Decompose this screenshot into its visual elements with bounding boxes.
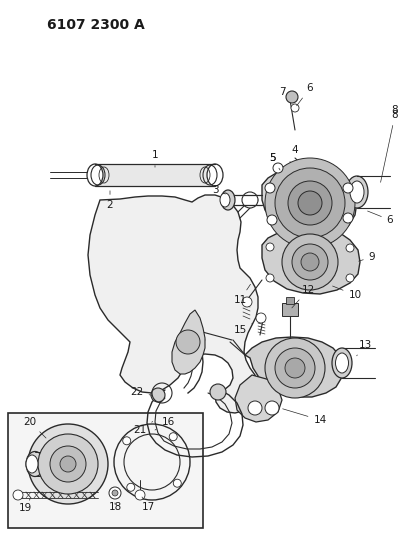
Circle shape <box>264 183 274 193</box>
Polygon shape <box>234 375 281 422</box>
Text: 17: 17 <box>141 497 154 512</box>
Text: 1: 1 <box>151 150 158 167</box>
Circle shape <box>175 330 200 354</box>
Circle shape <box>109 487 121 499</box>
Text: 15: 15 <box>233 324 252 335</box>
Ellipse shape <box>26 451 44 477</box>
Circle shape <box>13 490 23 500</box>
Text: 4: 4 <box>291 145 298 155</box>
Polygon shape <box>172 310 204 374</box>
Circle shape <box>345 244 353 252</box>
Text: 8: 8 <box>391 105 397 115</box>
Text: 16: 16 <box>155 417 174 430</box>
Circle shape <box>290 104 298 112</box>
Circle shape <box>274 168 344 238</box>
Circle shape <box>287 181 331 225</box>
Text: 19: 19 <box>18 499 31 513</box>
Circle shape <box>300 253 318 271</box>
Text: 5: 5 <box>269 153 276 163</box>
Circle shape <box>135 490 145 500</box>
Polygon shape <box>245 337 342 397</box>
Polygon shape <box>88 195 257 413</box>
Circle shape <box>265 243 273 251</box>
Circle shape <box>272 163 282 173</box>
Circle shape <box>209 384 225 400</box>
Bar <box>285 297 293 304</box>
Polygon shape <box>261 167 356 237</box>
Circle shape <box>173 479 181 487</box>
Text: 20: 20 <box>23 417 46 438</box>
Circle shape <box>265 274 273 282</box>
Text: 6: 6 <box>296 83 312 106</box>
Ellipse shape <box>335 353 348 373</box>
Circle shape <box>281 234 337 290</box>
Circle shape <box>264 401 278 415</box>
Text: 22: 22 <box>130 387 152 397</box>
Text: 3: 3 <box>211 185 225 195</box>
Ellipse shape <box>87 164 103 186</box>
Circle shape <box>291 244 327 280</box>
Text: 7: 7 <box>278 87 285 97</box>
Text: 10: 10 <box>332 286 361 300</box>
Circle shape <box>297 191 321 215</box>
Circle shape <box>264 158 354 248</box>
Text: 6: 6 <box>367 211 392 225</box>
Ellipse shape <box>220 190 234 210</box>
Bar <box>8 413 202 528</box>
Text: 9: 9 <box>358 252 374 262</box>
Ellipse shape <box>207 164 222 186</box>
Text: 2: 2 <box>106 191 113 210</box>
Circle shape <box>241 297 252 307</box>
Circle shape <box>112 490 118 496</box>
Circle shape <box>342 213 352 223</box>
Circle shape <box>274 348 314 388</box>
Text: 11: 11 <box>233 284 250 305</box>
Text: 13: 13 <box>356 340 371 356</box>
Text: 12: 12 <box>291 285 314 308</box>
Circle shape <box>151 388 164 402</box>
Text: 8: 8 <box>380 110 397 182</box>
Circle shape <box>264 338 324 398</box>
Circle shape <box>50 446 86 482</box>
Circle shape <box>38 434 98 494</box>
Text: 18: 18 <box>108 502 121 512</box>
Circle shape <box>122 437 130 445</box>
Circle shape <box>169 433 177 441</box>
Text: 14: 14 <box>282 409 326 425</box>
Ellipse shape <box>349 181 363 203</box>
Polygon shape <box>261 228 359 294</box>
Ellipse shape <box>26 455 38 473</box>
Circle shape <box>284 358 304 378</box>
Polygon shape <box>95 164 214 186</box>
Text: 6107 2300 A: 6107 2300 A <box>47 18 144 32</box>
Text: 21: 21 <box>133 422 152 435</box>
Circle shape <box>126 483 135 491</box>
Ellipse shape <box>220 193 229 207</box>
Bar <box>281 303 297 316</box>
Text: 5: 5 <box>269 153 279 170</box>
Circle shape <box>285 91 297 103</box>
Ellipse shape <box>331 348 351 378</box>
Circle shape <box>345 274 353 282</box>
Circle shape <box>342 183 352 193</box>
Ellipse shape <box>345 176 367 208</box>
Circle shape <box>60 456 76 472</box>
Circle shape <box>255 313 265 323</box>
Circle shape <box>247 401 261 415</box>
Circle shape <box>266 215 276 225</box>
Circle shape <box>28 424 108 504</box>
Circle shape <box>241 192 257 208</box>
